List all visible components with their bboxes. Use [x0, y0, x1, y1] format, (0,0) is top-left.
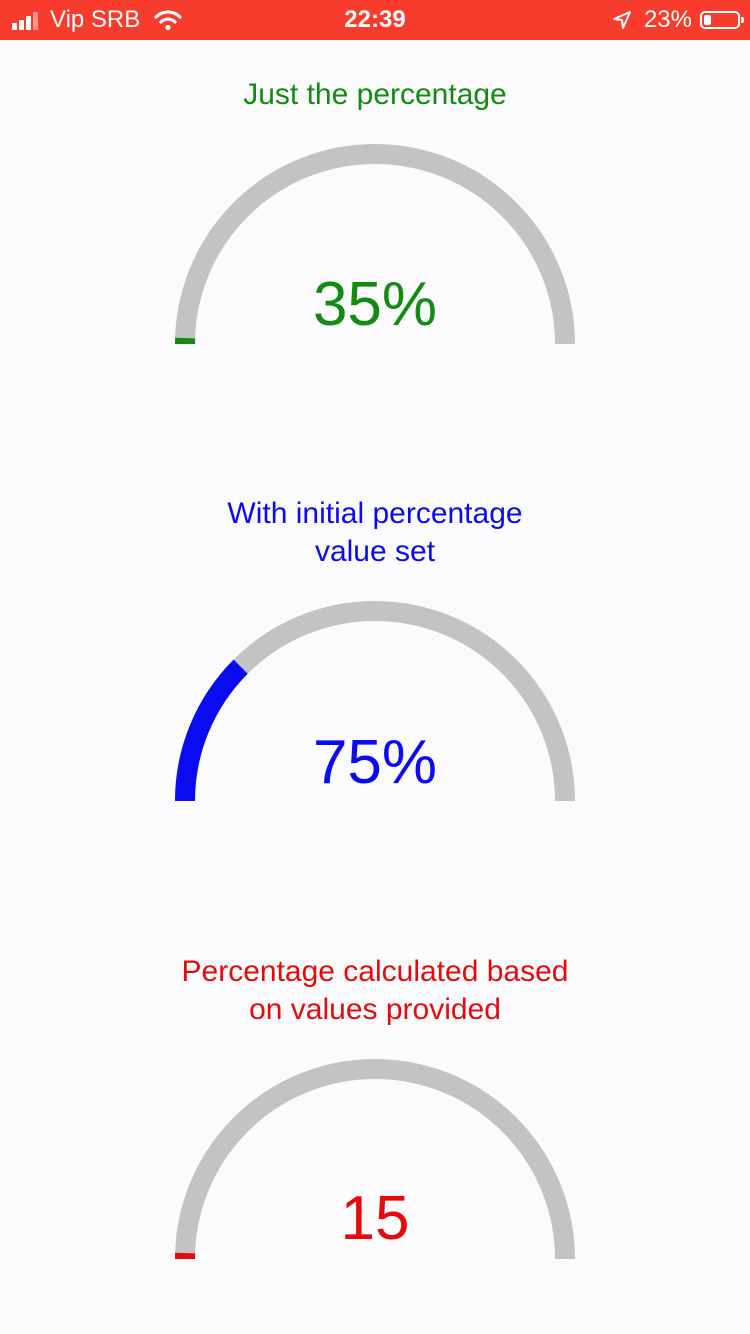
status-time: 22:39	[344, 6, 406, 33]
gauge-title-text: With initial percentage value set	[227, 497, 523, 568]
status-bar: Vip SRB 22:39 23%	[0, 0, 750, 40]
status-left: Vip SRB	[12, 0, 182, 40]
wifi-icon	[154, 10, 182, 31]
gauge-track	[175, 144, 575, 344]
location-arrow-icon	[612, 11, 631, 29]
gauge-calculated	[175, 1049, 575, 1259]
battery-percentage: 23%	[643, 6, 692, 33]
gauge-fill	[175, 659, 248, 801]
gauge-value: 15	[340, 1184, 410, 1253]
gauge-title-text: Percentage calculated based on values pr…	[181, 955, 569, 1026]
status-right: 23%	[612, 0, 744, 40]
gauge-arc	[175, 144, 575, 344]
gauge-title: With initial percentage value set	[0, 495, 750, 571]
battery-level-fill	[704, 15, 711, 25]
gauge-value: 75%	[312, 728, 438, 797]
cellular-signal-icon	[12, 10, 40, 30]
gauge-arc	[175, 1059, 575, 1259]
gauge-title: Just the percentage	[243, 78, 507, 111]
gauge-value: 35%	[312, 270, 438, 339]
carrier-name: Vip SRB	[50, 6, 141, 33]
gauge-initial-value	[175, 591, 575, 801]
gauge-percentage	[175, 134, 575, 344]
gauge-title: Percentage calculated based on values pr…	[0, 953, 750, 1029]
gauge-track	[175, 1059, 575, 1259]
gauge-arc	[175, 601, 575, 801]
battery-icon	[700, 11, 744, 29]
